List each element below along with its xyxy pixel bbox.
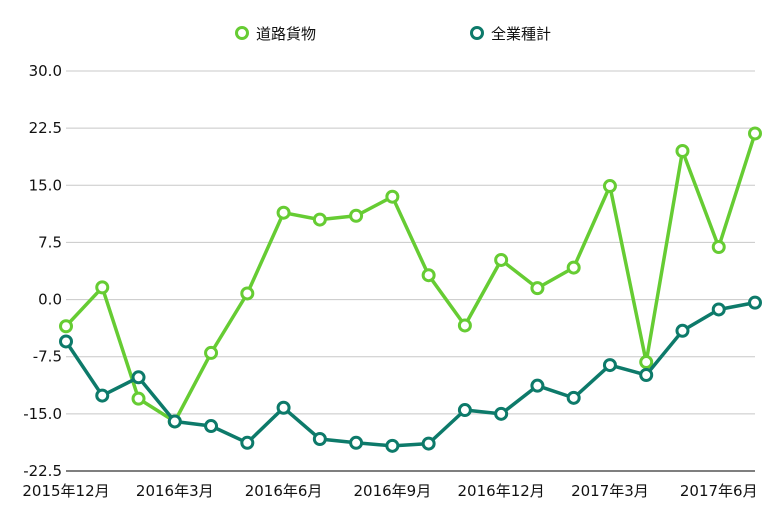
data-point bbox=[748, 295, 762, 310]
y-tick-label: 22.5 bbox=[29, 119, 62, 137]
data-point bbox=[494, 406, 509, 421]
series-line bbox=[64, 131, 757, 424]
data-point bbox=[312, 212, 327, 227]
y-tick-label: -22.5 bbox=[23, 462, 62, 480]
data-point bbox=[675, 144, 690, 158]
data-point bbox=[675, 323, 690, 338]
legend-item: 道路貨物 bbox=[235, 25, 316, 43]
data-point bbox=[312, 432, 327, 446]
data-point bbox=[385, 438, 400, 453]
data-point bbox=[530, 378, 545, 393]
x-tick-label: 2017年3月 bbox=[571, 482, 649, 500]
legend-marker bbox=[235, 26, 249, 40]
data-point bbox=[602, 358, 617, 373]
data-point bbox=[602, 179, 617, 194]
x-tick-label: 2016年12月 bbox=[458, 482, 545, 500]
data-point bbox=[59, 334, 73, 349]
x-tick-label: 2016年6月 bbox=[245, 482, 323, 500]
data-point bbox=[385, 189, 400, 204]
y-tick-label: 0.0 bbox=[38, 291, 62, 309]
x-axis-ticks: 2015年12月 2016年3月 2016年6月 2016年9月 2016年12月 201… bbox=[22, 482, 757, 500]
data-point bbox=[566, 260, 581, 275]
data-point bbox=[421, 268, 436, 283]
legend-item: 全業種計 bbox=[470, 25, 551, 43]
y-tick-label: -7.5 bbox=[33, 348, 62, 366]
data-point bbox=[349, 435, 364, 450]
data-point bbox=[349, 208, 364, 223]
legend: 道路貨物 全業種計 bbox=[235, 25, 551, 43]
x-tick-label: 2015年12月 bbox=[22, 482, 109, 500]
gridlines bbox=[66, 70, 755, 472]
data-point bbox=[59, 319, 73, 334]
legend-label: 全業種計 bbox=[491, 25, 551, 43]
data-point bbox=[711, 240, 726, 254]
y-tick-label: 15.0 bbox=[29, 176, 62, 194]
data-point bbox=[711, 302, 726, 317]
data-point bbox=[204, 345, 219, 360]
x-tick-label: 2017年6月 bbox=[680, 482, 758, 500]
data-point bbox=[95, 280, 110, 295]
data-point bbox=[167, 414, 182, 429]
data-point bbox=[421, 436, 436, 451]
data-point bbox=[639, 368, 654, 382]
data-point bbox=[204, 419, 219, 434]
data-point bbox=[494, 252, 509, 267]
y-tick-label: 7.5 bbox=[38, 233, 62, 251]
x-tick-label: 2016年9月 bbox=[354, 482, 432, 500]
legend-label: 道路貨物 bbox=[256, 25, 316, 43]
series-0 bbox=[59, 126, 762, 429]
data-point bbox=[131, 391, 146, 406]
data-point bbox=[457, 318, 472, 333]
data-point bbox=[748, 126, 762, 141]
data-point bbox=[240, 435, 255, 450]
data-point bbox=[131, 370, 146, 385]
data-point bbox=[95, 388, 110, 403]
x-tick-label: 2016年3月 bbox=[136, 482, 214, 500]
data-point bbox=[276, 205, 291, 220]
data-point bbox=[639, 355, 654, 370]
data-point bbox=[566, 390, 581, 405]
series-1 bbox=[59, 295, 762, 453]
y-tick-label: 30.0 bbox=[29, 62, 62, 80]
legend-marker bbox=[470, 26, 484, 40]
series-layer bbox=[59, 126, 762, 453]
data-point bbox=[276, 400, 291, 415]
y-axis-ticks: 30.0 22.5 15.0 7.5 0.0 -7.5 -15.0 -22.5 bbox=[23, 62, 62, 480]
data-point bbox=[457, 403, 472, 418]
data-point bbox=[530, 281, 545, 296]
y-tick-label: -15.0 bbox=[23, 405, 62, 423]
data-point bbox=[240, 286, 255, 301]
